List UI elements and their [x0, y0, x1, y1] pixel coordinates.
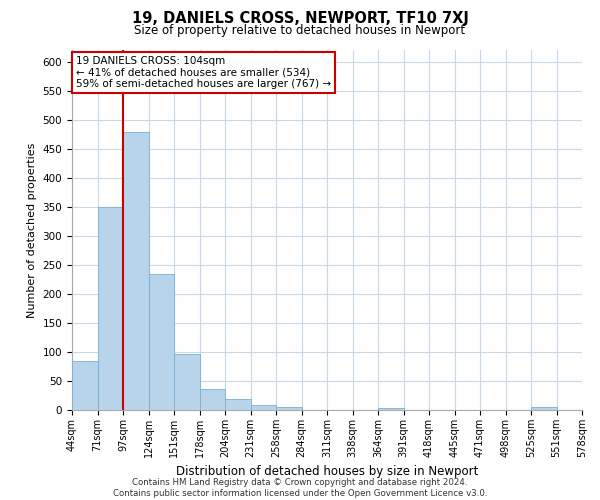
X-axis label: Distribution of detached houses by size in Newport: Distribution of detached houses by size …	[176, 466, 478, 478]
Bar	[251, 406, 276, 410]
Y-axis label: Number of detached properties: Number of detached properties	[27, 142, 37, 318]
Bar	[123, 132, 149, 410]
Bar	[378, 408, 404, 410]
Bar	[97, 207, 123, 410]
Text: 19 DANIELS CROSS: 104sqm
← 41% of detached houses are smaller (534)
59% of semi-: 19 DANIELS CROSS: 104sqm ← 41% of detach…	[76, 56, 331, 89]
Text: Contains HM Land Registry data © Crown copyright and database right 2024.
Contai: Contains HM Land Registry data © Crown c…	[113, 478, 487, 498]
Bar	[531, 407, 557, 410]
Bar	[72, 360, 97, 410]
Bar	[199, 388, 225, 410]
Bar	[276, 407, 302, 410]
Text: Size of property relative to detached houses in Newport: Size of property relative to detached ho…	[134, 24, 466, 37]
Bar	[225, 399, 251, 410]
Bar	[149, 274, 174, 410]
Text: 19, DANIELS CROSS, NEWPORT, TF10 7XJ: 19, DANIELS CROSS, NEWPORT, TF10 7XJ	[131, 11, 469, 26]
Bar	[174, 354, 199, 410]
